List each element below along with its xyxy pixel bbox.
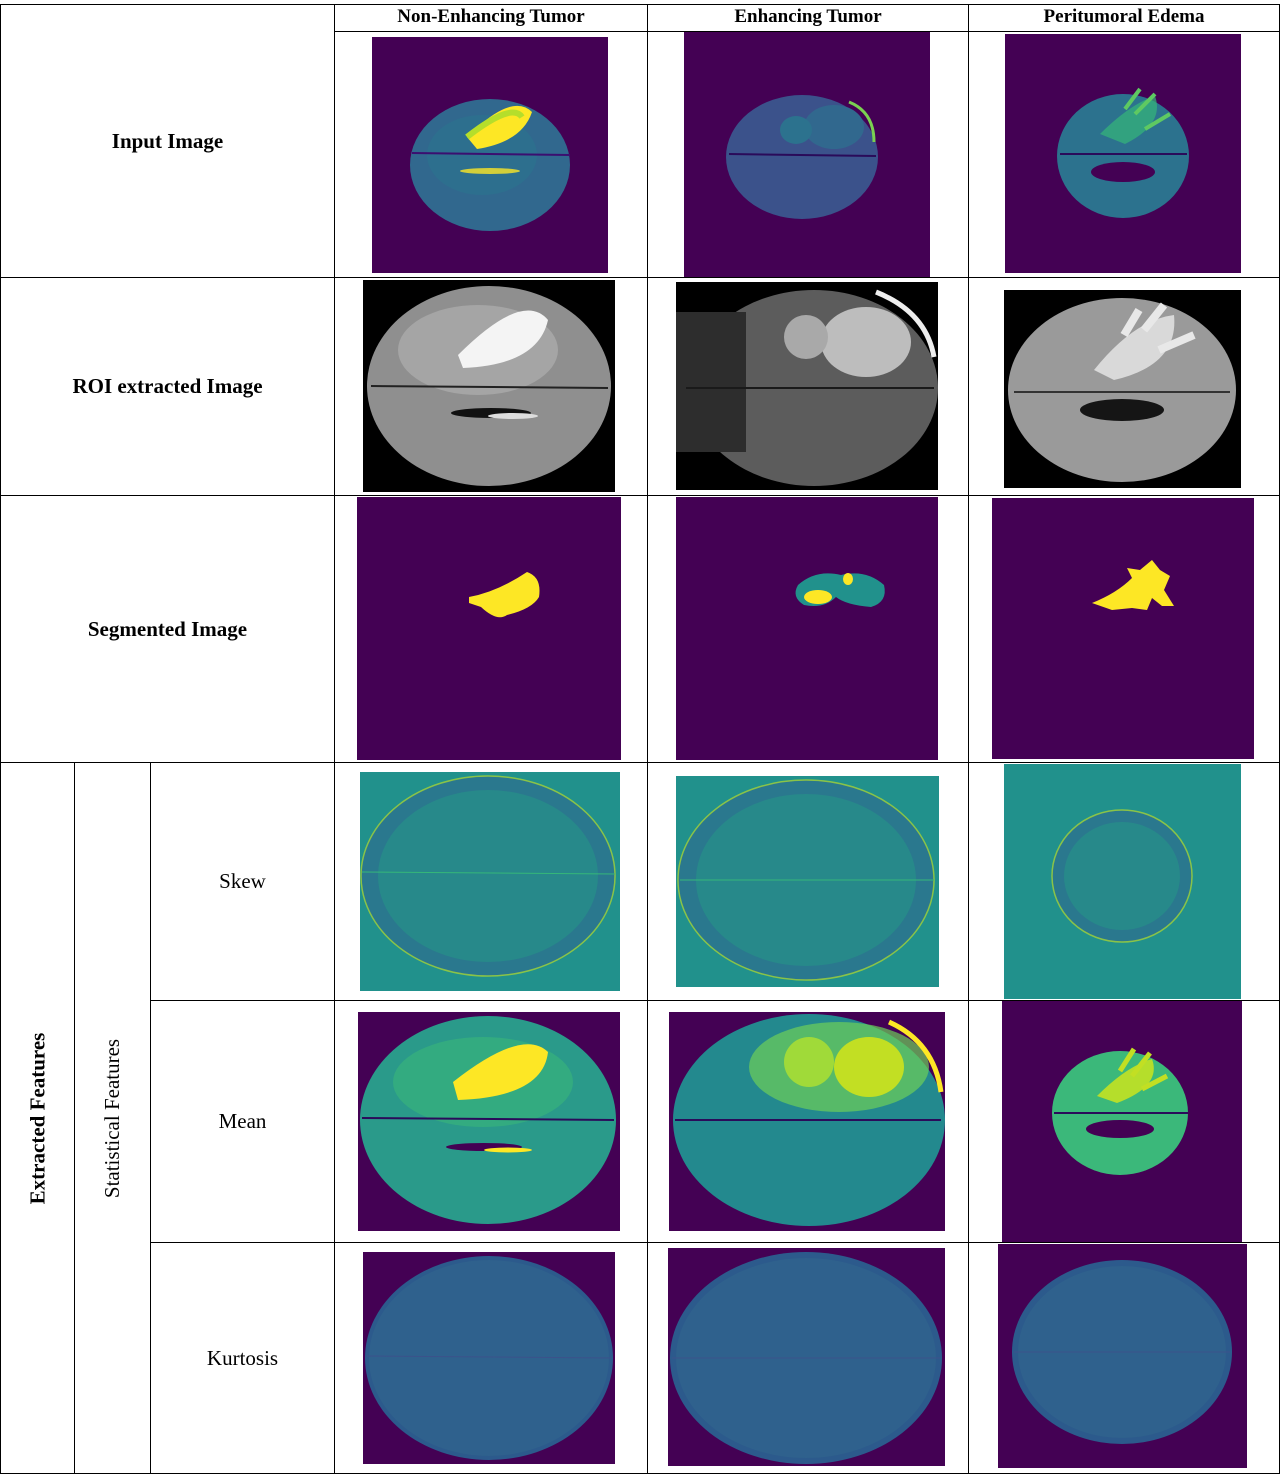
feature-label-skew: Skew xyxy=(219,869,266,893)
segmented-image-non-enhancing xyxy=(357,497,621,760)
roi-image-edema xyxy=(1004,290,1241,488)
column-header-edema: Peritumoral Edema xyxy=(1043,6,1205,27)
kurtosis-image-edema xyxy=(998,1244,1247,1468)
column-header-enhancing: Enhancing Tumor xyxy=(734,6,882,27)
input-image-non-enhancing xyxy=(372,37,608,273)
segmented-image-edema xyxy=(992,498,1254,759)
kurtosis-image-non-enhancing xyxy=(363,1252,615,1464)
mean-image-enhancing xyxy=(669,1012,945,1231)
kurtosis-image-enhancing xyxy=(668,1248,945,1466)
roi-image-non-enhancing xyxy=(363,280,615,492)
feature-label-kurtosis: Kurtosis xyxy=(206,1345,279,1370)
statistical-features-label: Statistical Features xyxy=(100,1038,124,1198)
skew-image-edema xyxy=(1004,764,1241,999)
mean-image-non-enhancing xyxy=(358,1012,620,1231)
row-label-segmented-image: Segmented Image xyxy=(87,616,248,641)
skew-image-enhancing xyxy=(676,776,939,987)
feature-label-mean: Mean xyxy=(218,1109,267,1133)
row-label-input-image: Input Image xyxy=(111,128,224,153)
segmented-image-enhancing xyxy=(676,497,938,760)
skew-image-non-enhancing xyxy=(360,772,620,991)
input-image-edema xyxy=(1005,34,1241,273)
roi-image-enhancing xyxy=(676,282,938,490)
column-header-non-enhancing: Non-Enhancing Tumor xyxy=(397,6,585,27)
row-label-roi-image: ROI extracted Image xyxy=(72,374,263,398)
input-image-enhancing xyxy=(684,32,930,277)
mean-image-edema xyxy=(1002,1001,1242,1242)
extracted-features-label: Extracted Features xyxy=(25,1032,50,1204)
